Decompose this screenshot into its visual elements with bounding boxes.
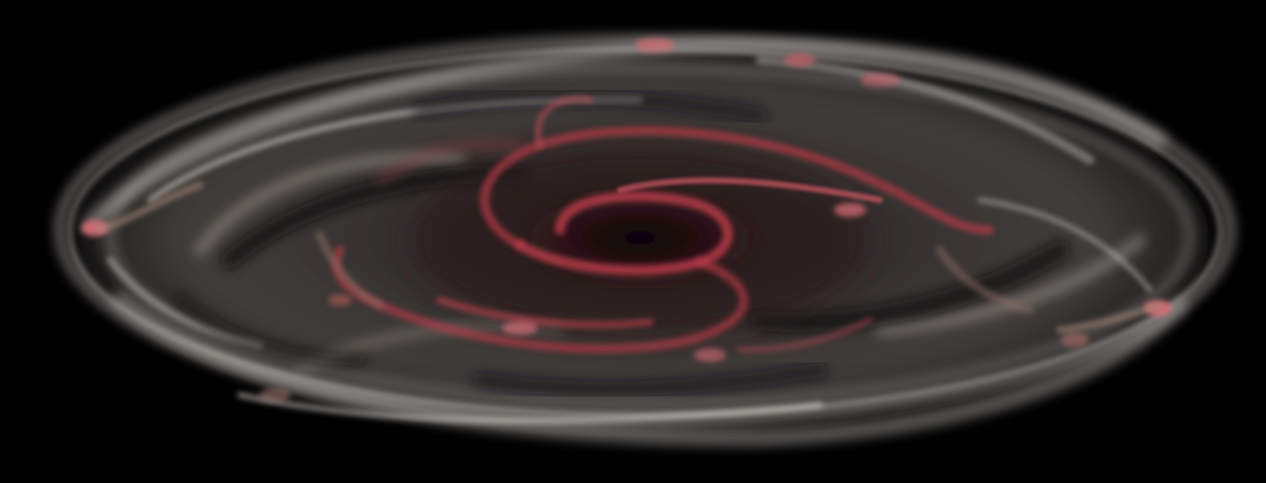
star-forming-knots [81, 38, 1172, 402]
galaxy-core [410, 145, 870, 335]
brown-accents [96, 181, 1164, 334]
